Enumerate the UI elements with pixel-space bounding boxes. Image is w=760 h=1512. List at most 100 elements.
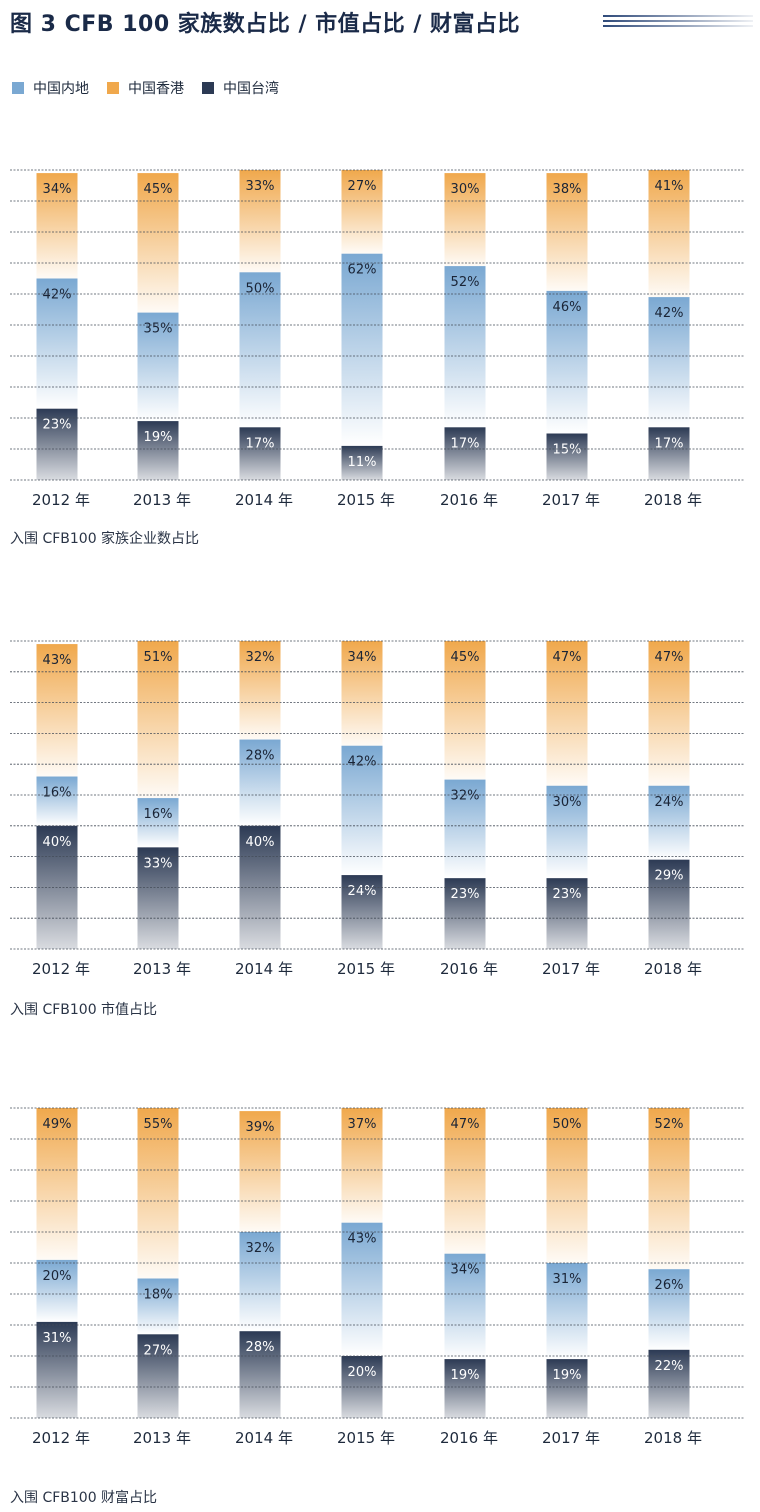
data-label-mainland-2017: 30% — [553, 795, 582, 810]
data-label-hongkong-2015: 37% — [348, 1117, 377, 1132]
data-label-hongkong-2018: 41% — [655, 179, 684, 194]
data-label-taiwan-2015: 20% — [348, 1365, 377, 1380]
bar-mainland-2015 — [341, 1222, 383, 1356]
bar-mainland-2015 — [341, 253, 383, 446]
data-label-mainland-2016: 52% — [451, 275, 480, 290]
x-tick-label-2016: 2016 年 — [440, 1429, 498, 1447]
bar-taiwan-2016 — [444, 427, 486, 480]
x-tick-label-2015: 2015 年 — [337, 1429, 395, 1447]
bar-taiwan-2012 — [36, 1321, 78, 1418]
legend-item-mainland: 中国内地 — [12, 78, 89, 98]
data-label-mainland-2015: 43% — [348, 1232, 377, 1247]
data-label-hongkong-2016: 47% — [451, 1117, 480, 1132]
data-label-taiwan-2015: 24% — [348, 884, 377, 899]
bar-taiwan-2012 — [36, 408, 78, 480]
data-label-mainland-2015: 62% — [348, 263, 377, 278]
title-decoration-lines — [603, 15, 753, 27]
data-label-hongkong-2016: 45% — [451, 650, 480, 665]
bar-taiwan-2014 — [239, 427, 281, 480]
bar-taiwan-2016 — [444, 1359, 486, 1418]
bar-mainland-2017 — [546, 785, 588, 879]
data-label-taiwan-2018: 22% — [655, 1359, 684, 1374]
data-label-taiwan-2017: 19% — [553, 1368, 582, 1383]
data-label-hongkong-2015: 27% — [348, 179, 377, 194]
bar-mainland-2017 — [546, 1263, 588, 1360]
bar-hongkong-2013 — [137, 641, 179, 799]
data-label-hongkong-2013: 51% — [144, 650, 173, 665]
legend-label-hongkong: 中国香港 — [128, 81, 184, 97]
x-tick-label-2016: 2016 年 — [440, 491, 498, 509]
data-label-taiwan-2015: 11% — [348, 455, 377, 470]
data-label-mainland-2012: 42% — [43, 288, 72, 303]
data-label-mainland-2014: 50% — [246, 281, 275, 296]
legend: 中国内地 中国香港 中国台湾 — [12, 78, 297, 98]
data-label-mainland-2018: 42% — [655, 306, 684, 321]
bar-mainland-2014 — [239, 272, 281, 428]
figure-title: 图 3 CFB 100 家族数占比 / 市值占比 / 财富占比 — [10, 12, 521, 37]
bar-hongkong-2013 — [137, 1108, 179, 1279]
data-label-hongkong-2015: 34% — [348, 650, 377, 665]
bar-mainland-2018 — [648, 785, 690, 860]
bar-taiwan-2017 — [546, 1359, 588, 1418]
bar-mainland-2017 — [546, 290, 588, 434]
data-label-taiwan-2012: 40% — [43, 835, 72, 850]
chart-family-count: 23% 42% 34% 2012 年 19% 35% 45% 2013 年 17% 50% 33% 2… — [10, 169, 745, 509]
data-label-taiwan-2016: 17% — [451, 436, 480, 451]
x-tick-label-2012: 2012 年 — [32, 960, 90, 978]
bar-taiwan-2013 — [137, 847, 179, 949]
bar-hongkong-2016 — [444, 173, 486, 267]
bar-hongkong-2015 — [341, 1108, 383, 1223]
data-label-mainland-2016: 32% — [451, 789, 480, 804]
data-label-taiwan-2014: 40% — [246, 835, 275, 850]
legend-label-taiwan: 中国台湾 — [223, 81, 279, 97]
bar-taiwan-2015 — [341, 445, 383, 480]
bar-taiwan-2017 — [546, 878, 588, 949]
data-label-hongkong-2012: 34% — [43, 182, 72, 197]
data-label-hongkong-2012: 43% — [43, 653, 72, 668]
bar-mainland-2018 — [648, 1269, 690, 1350]
data-label-hongkong-2013: 55% — [144, 1117, 173, 1132]
x-tick-label-2016: 2016 年 — [440, 960, 498, 978]
x-tick-label-2018: 2018 年 — [644, 960, 702, 978]
data-label-mainland-2015: 42% — [348, 755, 377, 770]
bar-mainland-2013 — [137, 798, 179, 848]
bar-hongkong-2014 — [239, 170, 281, 273]
bar-hongkong-2017 — [546, 1108, 588, 1263]
x-tick-label-2012: 2012 年 — [32, 1429, 90, 1447]
data-label-taiwan-2017: 23% — [553, 887, 582, 902]
bar-mainland-2014 — [239, 1232, 281, 1332]
data-label-taiwan-2016: 23% — [451, 887, 480, 902]
data-label-hongkong-2014: 33% — [246, 179, 275, 194]
legend-item-hongkong: 中国香港 — [107, 78, 184, 98]
data-label-mainland-2014: 28% — [246, 749, 275, 764]
bar-mainland-2014 — [239, 739, 281, 826]
legend-item-taiwan: 中国台湾 — [202, 78, 279, 98]
bar-hongkong-2012 — [36, 173, 78, 279]
x-tick-label-2017: 2017 年 — [542, 1429, 600, 1447]
data-label-taiwan-2012: 23% — [43, 418, 72, 433]
x-tick-label-2014: 2014 年 — [235, 491, 293, 509]
legend-swatch-hongkong — [107, 82, 119, 94]
x-tick-label-2014: 2014 年 — [235, 1429, 293, 1447]
chart-caption-wealth: 入围 CFB100 财富占比 — [10, 1490, 158, 1506]
bar-hongkong-2012 — [36, 1108, 78, 1260]
data-label-hongkong-2012: 49% — [43, 1117, 72, 1132]
bar-taiwan-2013 — [137, 1334, 179, 1418]
data-label-mainland-2012: 16% — [43, 786, 72, 801]
bar-mainland-2013 — [137, 312, 179, 422]
data-label-taiwan-2018: 17% — [655, 436, 684, 451]
bar-hongkong-2018 — [648, 170, 690, 298]
data-label-mainland-2017: 31% — [553, 1272, 582, 1287]
data-label-mainland-2014: 32% — [246, 1241, 275, 1256]
data-label-taiwan-2016: 19% — [451, 1368, 480, 1383]
bar-taiwan-2016 — [444, 878, 486, 949]
bar-mainland-2016 — [444, 266, 486, 428]
data-label-hongkong-2013: 45% — [144, 182, 173, 197]
data-label-hongkong-2017: 38% — [553, 182, 582, 197]
x-tick-label-2013: 2013 年 — [133, 960, 191, 978]
data-label-taiwan-2017: 15% — [553, 443, 582, 458]
data-label-mainland-2017: 46% — [553, 300, 582, 315]
data-label-mainland-2018: 24% — [655, 795, 684, 810]
bar-taiwan-2018 — [648, 1349, 690, 1418]
bar-hongkong-2017 — [546, 641, 588, 786]
